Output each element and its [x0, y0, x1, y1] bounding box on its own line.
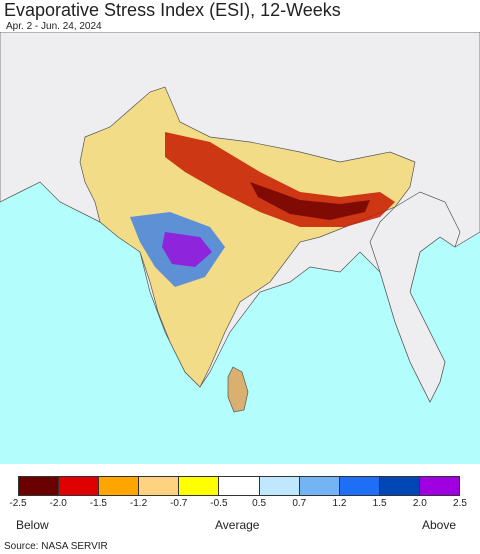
drought-band [165, 132, 395, 227]
legend-tick-label: -0.7 [170, 498, 188, 509]
legend-swatch [139, 477, 180, 495]
legend-below-label: Below [16, 518, 49, 532]
legend-swatch [99, 477, 140, 495]
legend-tick-label: -0.5 [210, 498, 228, 509]
legend-tick-label: -1.2 [129, 498, 148, 509]
legend-tick-label: 2.0 [412, 498, 427, 509]
legend-swatch [299, 477, 340, 495]
source-credit: Source: NASA SERVIR [4, 541, 108, 552]
legend-tick-label: -1.5 [89, 498, 107, 509]
legend-tick-label: 0.7 [292, 498, 307, 509]
date-range: Apr. 2 - Jun. 24, 2024 [6, 21, 102, 32]
legend-tick-label: 1.5 [372, 498, 387, 509]
legend-tick-label: 1.2 [332, 498, 347, 509]
legend-colorbar [18, 476, 460, 496]
land-southeast [369, 191, 461, 403]
land-sri-lanka [227, 366, 249, 413]
esi-map [0, 32, 480, 464]
legend-tick-label: -2.0 [49, 498, 67, 509]
legend-swatch [339, 477, 380, 495]
legend-swatch [259, 477, 300, 495]
legend-swatch [419, 477, 460, 495]
legend-tick-label: 0.5 [252, 498, 267, 509]
legend-swatch [179, 477, 220, 495]
legend-tick-label: -2.5 [9, 498, 27, 509]
land-india [79, 86, 416, 388]
legend-average-label: Average [215, 518, 260, 532]
legend-swatch [19, 477, 60, 495]
map-title: Evaporative Stress Index (ESI), 12-Weeks [4, 0, 341, 20]
legend-swatch [219, 477, 260, 495]
very-wet-anomaly [162, 232, 212, 267]
severe-drought [250, 182, 370, 220]
legend-tick-label: 2.5 [453, 498, 467, 509]
legend-above-label: Above [422, 518, 457, 532]
legend-swatch [59, 477, 100, 495]
legend-swatch [379, 477, 420, 495]
